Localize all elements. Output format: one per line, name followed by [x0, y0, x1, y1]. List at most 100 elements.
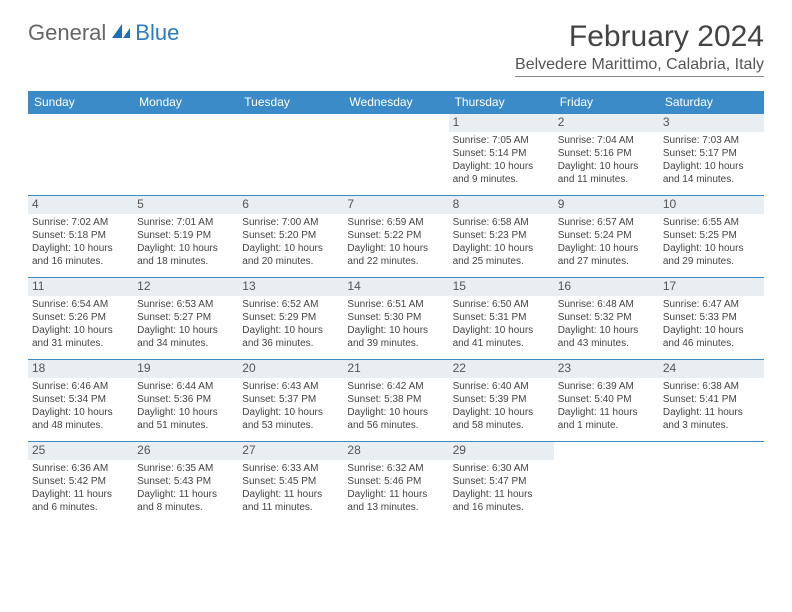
sunset-text: Sunset: 5:17 PM	[663, 147, 760, 160]
daylight-text: and 25 minutes.	[453, 255, 550, 268]
daylight-text: and 16 minutes.	[32, 255, 129, 268]
sunset-text: Sunset: 5:27 PM	[137, 311, 234, 324]
daylight-text: and 56 minutes.	[347, 419, 444, 432]
sunrise-text: Sunrise: 6:42 AM	[347, 380, 444, 393]
calendar-cell	[554, 442, 659, 524]
daylight-text: and 48 minutes.	[32, 419, 129, 432]
sunset-text: Sunset: 5:43 PM	[137, 475, 234, 488]
sunset-text: Sunset: 5:46 PM	[347, 475, 444, 488]
sunset-text: Sunset: 5:36 PM	[137, 393, 234, 406]
day-number: 6	[238, 196, 343, 214]
daylight-text: Daylight: 11 hours	[453, 488, 550, 501]
location-label: Belvedere Marittimo, Calabria, Italy	[515, 56, 764, 77]
daylight-text: Daylight: 10 hours	[558, 242, 655, 255]
calendar-cell: 20Sunrise: 6:43 AMSunset: 5:37 PMDayligh…	[238, 360, 343, 442]
sunset-text: Sunset: 5:41 PM	[663, 393, 760, 406]
calendar-cell: 26Sunrise: 6:35 AMSunset: 5:43 PMDayligh…	[133, 442, 238, 524]
sunrise-text: Sunrise: 6:38 AM	[663, 380, 760, 393]
sunset-text: Sunset: 5:32 PM	[558, 311, 655, 324]
title-block: February 2024 Belvedere Marittimo, Calab…	[515, 20, 764, 85]
calendar-table: Sunday Monday Tuesday Wednesday Thursday…	[28, 91, 764, 524]
sunset-text: Sunset: 5:20 PM	[242, 229, 339, 242]
sunrise-text: Sunrise: 6:46 AM	[32, 380, 129, 393]
calendar-cell: 4Sunrise: 7:02 AMSunset: 5:18 PMDaylight…	[28, 196, 133, 278]
calendar-cell: 3Sunrise: 7:03 AMSunset: 5:17 PMDaylight…	[659, 114, 764, 196]
day-number: 9	[554, 196, 659, 214]
calendar-cell: 16Sunrise: 6:48 AMSunset: 5:32 PMDayligh…	[554, 278, 659, 360]
daylight-text: and 58 minutes.	[453, 419, 550, 432]
sunrise-text: Sunrise: 6:35 AM	[137, 462, 234, 475]
daylight-text: Daylight: 10 hours	[242, 324, 339, 337]
daylight-text: and 3 minutes.	[663, 419, 760, 432]
daylight-text: and 1 minute.	[558, 419, 655, 432]
sunrise-text: Sunrise: 6:57 AM	[558, 216, 655, 229]
daylight-text: and 18 minutes.	[137, 255, 234, 268]
calendar-cell: 5Sunrise: 7:01 AMSunset: 5:19 PMDaylight…	[133, 196, 238, 278]
sunset-text: Sunset: 5:22 PM	[347, 229, 444, 242]
day-number: 26	[133, 442, 238, 460]
calendar-cell: 25Sunrise: 6:36 AMSunset: 5:42 PMDayligh…	[28, 442, 133, 524]
daylight-text: Daylight: 10 hours	[453, 406, 550, 419]
calendar-cell: 9Sunrise: 6:57 AMSunset: 5:24 PMDaylight…	[554, 196, 659, 278]
sunset-text: Sunset: 5:19 PM	[137, 229, 234, 242]
sunrise-text: Sunrise: 6:51 AM	[347, 298, 444, 311]
calendar-cell: 19Sunrise: 6:44 AMSunset: 5:36 PMDayligh…	[133, 360, 238, 442]
daylight-text: Daylight: 10 hours	[137, 242, 234, 255]
sunrise-text: Sunrise: 7:05 AM	[453, 134, 550, 147]
day-number: 28	[343, 442, 448, 460]
daylight-text: Daylight: 10 hours	[32, 406, 129, 419]
calendar-cell: 24 Sunrise: 6:38 AMSunset: 5:41 PMDayligh…	[659, 360, 764, 442]
calendar-cell: 10Sunrise: 6:55 AMSunset: 5:25 PMDayligh…	[659, 196, 764, 278]
sunset-text: Sunset: 5:18 PM	[32, 229, 129, 242]
day-number: 18	[28, 360, 133, 378]
daylight-text: and 29 minutes.	[663, 255, 760, 268]
sunrise-text: Sunrise: 6:58 AM	[453, 216, 550, 229]
sunset-text: Sunset: 5:14 PM	[453, 147, 550, 160]
day-number: 11	[28, 278, 133, 296]
sunrise-text: Sunrise: 6:50 AM	[453, 298, 550, 311]
sunrise-text: Sunrise: 6:43 AM	[242, 380, 339, 393]
logo-text-1: General	[28, 20, 106, 46]
calendar-cell	[659, 442, 764, 524]
day-header: Sunday	[28, 91, 133, 114]
sunrise-text: Sunrise: 6:59 AM	[347, 216, 444, 229]
day-number: 24	[659, 360, 764, 378]
daylight-text: and 39 minutes.	[347, 337, 444, 350]
daylight-text: Daylight: 10 hours	[347, 324, 444, 337]
daylight-text: and 8 minutes.	[137, 501, 234, 514]
sunset-text: Sunset: 5:39 PM	[453, 393, 550, 406]
calendar-cell: 21Sunrise: 6:42 AMSunset: 5:38 PMDayligh…	[343, 360, 448, 442]
daylight-text: Daylight: 10 hours	[347, 406, 444, 419]
daylight-text: Daylight: 11 hours	[32, 488, 129, 501]
day-number: 14	[343, 278, 448, 296]
day-number: 8	[449, 196, 554, 214]
daylight-text: Daylight: 10 hours	[242, 242, 339, 255]
calendar-week: 1Sunrise: 7:05 AMSunset: 5:14 PMDaylight…	[28, 114, 764, 196]
day-number: 23	[554, 360, 659, 378]
daylight-text: and 31 minutes.	[32, 337, 129, 350]
sunset-text: Sunset: 5:31 PM	[453, 311, 550, 324]
daylight-text: Daylight: 10 hours	[347, 242, 444, 255]
sunrise-text: Sunrise: 6:53 AM	[137, 298, 234, 311]
daylight-text: and 22 minutes.	[347, 255, 444, 268]
daylight-text: Daylight: 10 hours	[453, 160, 550, 173]
sunset-text: Sunset: 5:25 PM	[663, 229, 760, 242]
calendar-cell: 6 Sunrise: 7:00 AMSunset: 5:20 PMDaylight…	[238, 196, 343, 278]
sunrise-text: Sunrise: 6:52 AM	[242, 298, 339, 311]
sunset-text: Sunset: 5:29 PM	[242, 311, 339, 324]
logo-text-2: Blue	[135, 20, 179, 46]
sunset-text: Sunset: 5:33 PM	[663, 311, 760, 324]
sunset-text: Sunset: 5:30 PM	[347, 311, 444, 324]
sunset-text: Sunset: 5:42 PM	[32, 475, 129, 488]
day-number: 29	[449, 442, 554, 460]
sunset-text: Sunset: 5:23 PM	[453, 229, 550, 242]
day-number: 20	[238, 360, 343, 378]
daylight-text: and 20 minutes.	[242, 255, 339, 268]
sunrise-text: Sunrise: 7:00 AM	[242, 216, 339, 229]
calendar-week: 4Sunrise: 7:02 AMSunset: 5:18 PMDaylight…	[28, 196, 764, 278]
sunrise-text: Sunrise: 6:47 AM	[663, 298, 760, 311]
day-header: Saturday	[659, 91, 764, 114]
daylight-text: and 6 minutes.	[32, 501, 129, 514]
daylight-text: and 41 minutes.	[453, 337, 550, 350]
daylight-text: Daylight: 11 hours	[663, 406, 760, 419]
